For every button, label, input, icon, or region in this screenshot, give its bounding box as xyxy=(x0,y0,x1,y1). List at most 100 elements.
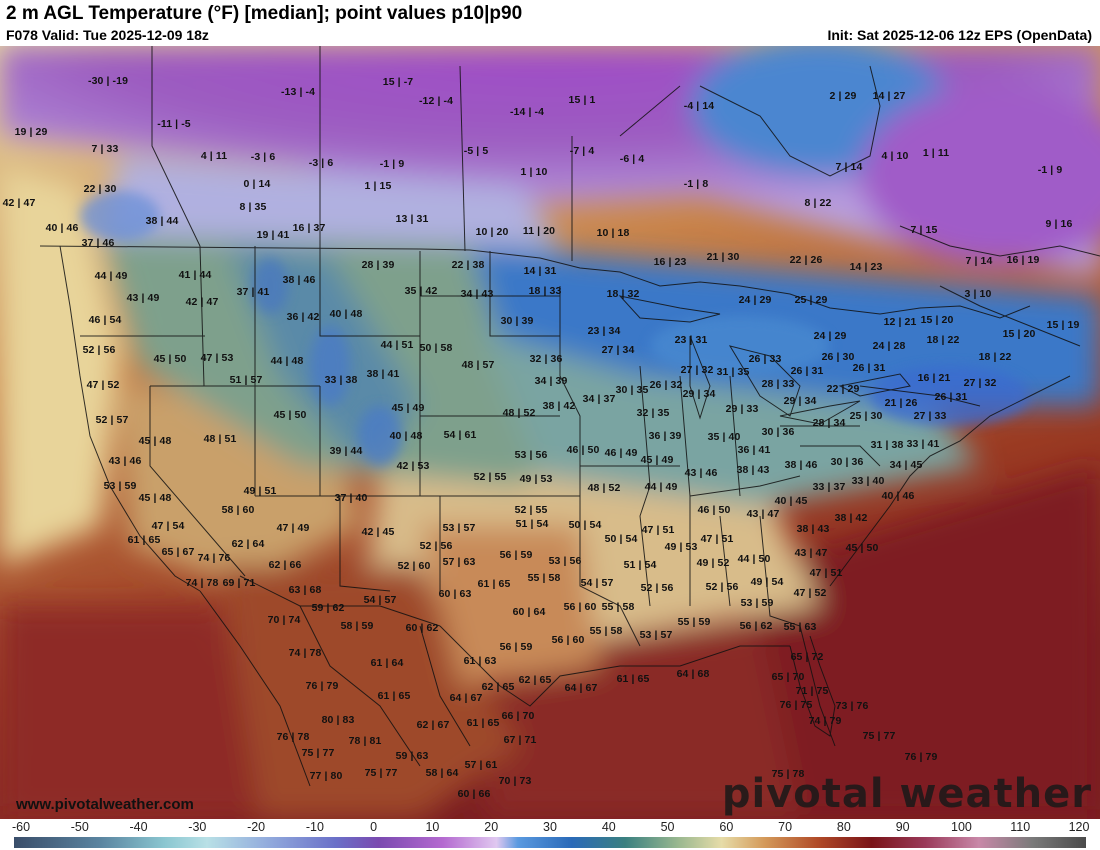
point-value-label: 24 | 28 xyxy=(872,340,906,352)
point-value-label: 53 | 59 xyxy=(740,597,774,609)
point-value-label: 21 | 26 xyxy=(884,397,918,409)
point-value-label: 37 | 41 xyxy=(236,286,270,298)
point-value-label: 43 | 47 xyxy=(746,508,780,520)
point-value-label: 70 | 73 xyxy=(498,775,532,787)
point-value-label: 60 | 63 xyxy=(438,588,472,600)
point-value-label: 4 | 11 xyxy=(200,150,228,162)
point-value-label: 49 | 54 xyxy=(750,576,784,588)
point-value-label: 58 | 59 xyxy=(340,620,374,632)
point-value-label: 18 | 32 xyxy=(606,288,640,300)
point-value-label: 53 | 56 xyxy=(514,449,548,461)
point-value-label: 47 | 54 xyxy=(151,520,185,532)
point-value-label: 16 | 19 xyxy=(1006,254,1040,266)
point-value-label: 61 | 65 xyxy=(477,578,511,590)
point-value-label: 55 | 58 xyxy=(589,625,623,637)
point-value-label: 64 | 67 xyxy=(449,692,483,704)
point-value-label: 62 | 64 xyxy=(231,538,265,550)
point-value-label: 74 | 78 xyxy=(185,577,219,589)
colorbar-tick-label: 70 xyxy=(778,820,793,834)
point-value-label: 26 | 31 xyxy=(790,365,824,377)
point-value-label: 52 | 56 xyxy=(419,540,453,552)
colorbar-tick-label: -50 xyxy=(70,820,89,834)
point-value-label: 16 | 21 xyxy=(917,372,951,384)
point-value-label: 75 | 77 xyxy=(862,730,896,742)
point-value-label: 76 | 79 xyxy=(305,680,339,692)
point-value-label: 27 | 34 xyxy=(601,344,635,356)
point-value-label: 38 | 41 xyxy=(366,368,400,380)
point-value-label: 52 | 56 xyxy=(640,582,674,594)
point-value-label: 15 | 20 xyxy=(920,314,954,326)
point-value-label: 40 | 45 xyxy=(774,495,808,507)
colorbar-tick-label: 30 xyxy=(543,820,557,834)
point-value-label: 13 | 31 xyxy=(395,213,429,225)
point-value-label: 14 | 27 xyxy=(872,90,906,102)
point-value-label: 62 | 66 xyxy=(268,559,302,571)
point-value-label: 47 | 52 xyxy=(86,379,120,391)
point-value-label: 10 | 18 xyxy=(596,227,630,239)
point-value-label: -11 | -5 xyxy=(157,118,191,130)
point-value-label: 60 | 66 xyxy=(457,788,491,800)
map-title: 2 m AGL Temperature (°F) [median]; point… xyxy=(6,3,523,24)
point-value-label: 43 | 46 xyxy=(684,467,718,479)
point-value-label: 21 | 30 xyxy=(706,251,740,263)
point-value-label: 45 | 50 xyxy=(273,409,307,421)
point-value-label: 36 | 42 xyxy=(286,311,320,323)
point-value-label: 49 | 52 xyxy=(696,557,730,569)
point-value-label: 45 | 49 xyxy=(391,402,425,414)
point-value-label: 8 | 35 xyxy=(239,201,267,213)
point-value-label: 15 | -7 xyxy=(382,76,414,88)
point-value-label: 26 | 31 xyxy=(852,362,886,374)
point-value-label: 52 | 57 xyxy=(95,414,129,426)
point-value-label: 66 | 70 xyxy=(501,710,535,722)
point-value-label: 53 | 57 xyxy=(639,629,673,641)
point-value-label: 48 | 52 xyxy=(502,407,536,419)
point-value-label: 59 | 63 xyxy=(395,750,429,762)
colorbar-strip xyxy=(14,837,1086,848)
point-value-label: 44 | 49 xyxy=(644,481,678,493)
point-value-label: 57 | 63 xyxy=(442,556,476,568)
point-value-label: 29 | 34 xyxy=(682,388,716,400)
point-value-label: 75 | 77 xyxy=(364,767,398,779)
point-value-label: -1 | 9 xyxy=(1037,164,1063,176)
colorbar-tick-label: -30 xyxy=(188,820,207,834)
point-value-label: 15 | 1 xyxy=(568,94,596,106)
temperature-map[interactable]: -30 | -19 -13 | -4 15 | -7 -12 | -4 -14 | -4… xyxy=(0,46,1100,819)
point-value-label: 48 | 57 xyxy=(461,359,495,371)
point-value-label: 9 | 16 xyxy=(1045,218,1073,230)
point-value-label: 41 | 44 xyxy=(178,269,212,281)
point-value-label: 7 | 14 xyxy=(835,161,863,173)
point-value-label: -7 | 4 xyxy=(569,145,595,157)
colorbar-tick-label: 80 xyxy=(836,820,851,834)
point-value-label: 61 | 65 xyxy=(466,717,500,729)
point-value-label: -3 | 6 xyxy=(250,151,276,163)
point-value-label: 46 | 49 xyxy=(604,447,638,459)
point-value-label: 22 | 38 xyxy=(451,259,485,271)
point-value-label: 10 | 20 xyxy=(475,226,509,238)
website-url[interactable]: www.pivotalweather.com xyxy=(16,796,194,813)
colorbar-tick-label: -60 xyxy=(11,820,31,834)
point-value-label: 29 | 33 xyxy=(725,403,759,415)
point-value-label: 28 | 33 xyxy=(761,378,795,390)
point-value-label: 56 | 59 xyxy=(499,641,533,653)
point-value-label: 46 | 50 xyxy=(566,444,600,456)
point-value-label: 18 | 33 xyxy=(528,285,562,297)
colorbar-tick-label: -20 xyxy=(247,820,266,834)
point-value-label: 34 | 43 xyxy=(460,288,494,300)
point-value-label: 12 | 21 xyxy=(883,316,917,328)
point-value-label: 42 | 47 xyxy=(185,296,219,308)
point-value-label: 25 | 30 xyxy=(849,410,883,422)
point-value-label: 61 | 65 xyxy=(616,673,650,685)
point-value-label: 76 | 78 xyxy=(276,731,310,743)
point-value-label: 52 | 55 xyxy=(514,504,548,516)
point-value-label: 47 | 51 xyxy=(809,567,843,579)
point-value-label: 74 | 76 xyxy=(197,552,231,564)
point-value-label: 58 | 64 xyxy=(425,767,459,779)
point-value-label: -1 | 9 xyxy=(379,158,405,170)
point-value-label: 62 | 65 xyxy=(481,681,515,693)
point-value-label: -6 | 4 xyxy=(619,153,645,165)
point-value-label: 11 | 20 xyxy=(522,225,556,237)
point-value-label: -12 | -4 xyxy=(418,95,454,107)
point-value-label: 42 | 45 xyxy=(361,526,395,538)
point-value-label: 47 | 52 xyxy=(793,587,827,599)
point-value-label: 76 | 75 xyxy=(779,699,813,711)
